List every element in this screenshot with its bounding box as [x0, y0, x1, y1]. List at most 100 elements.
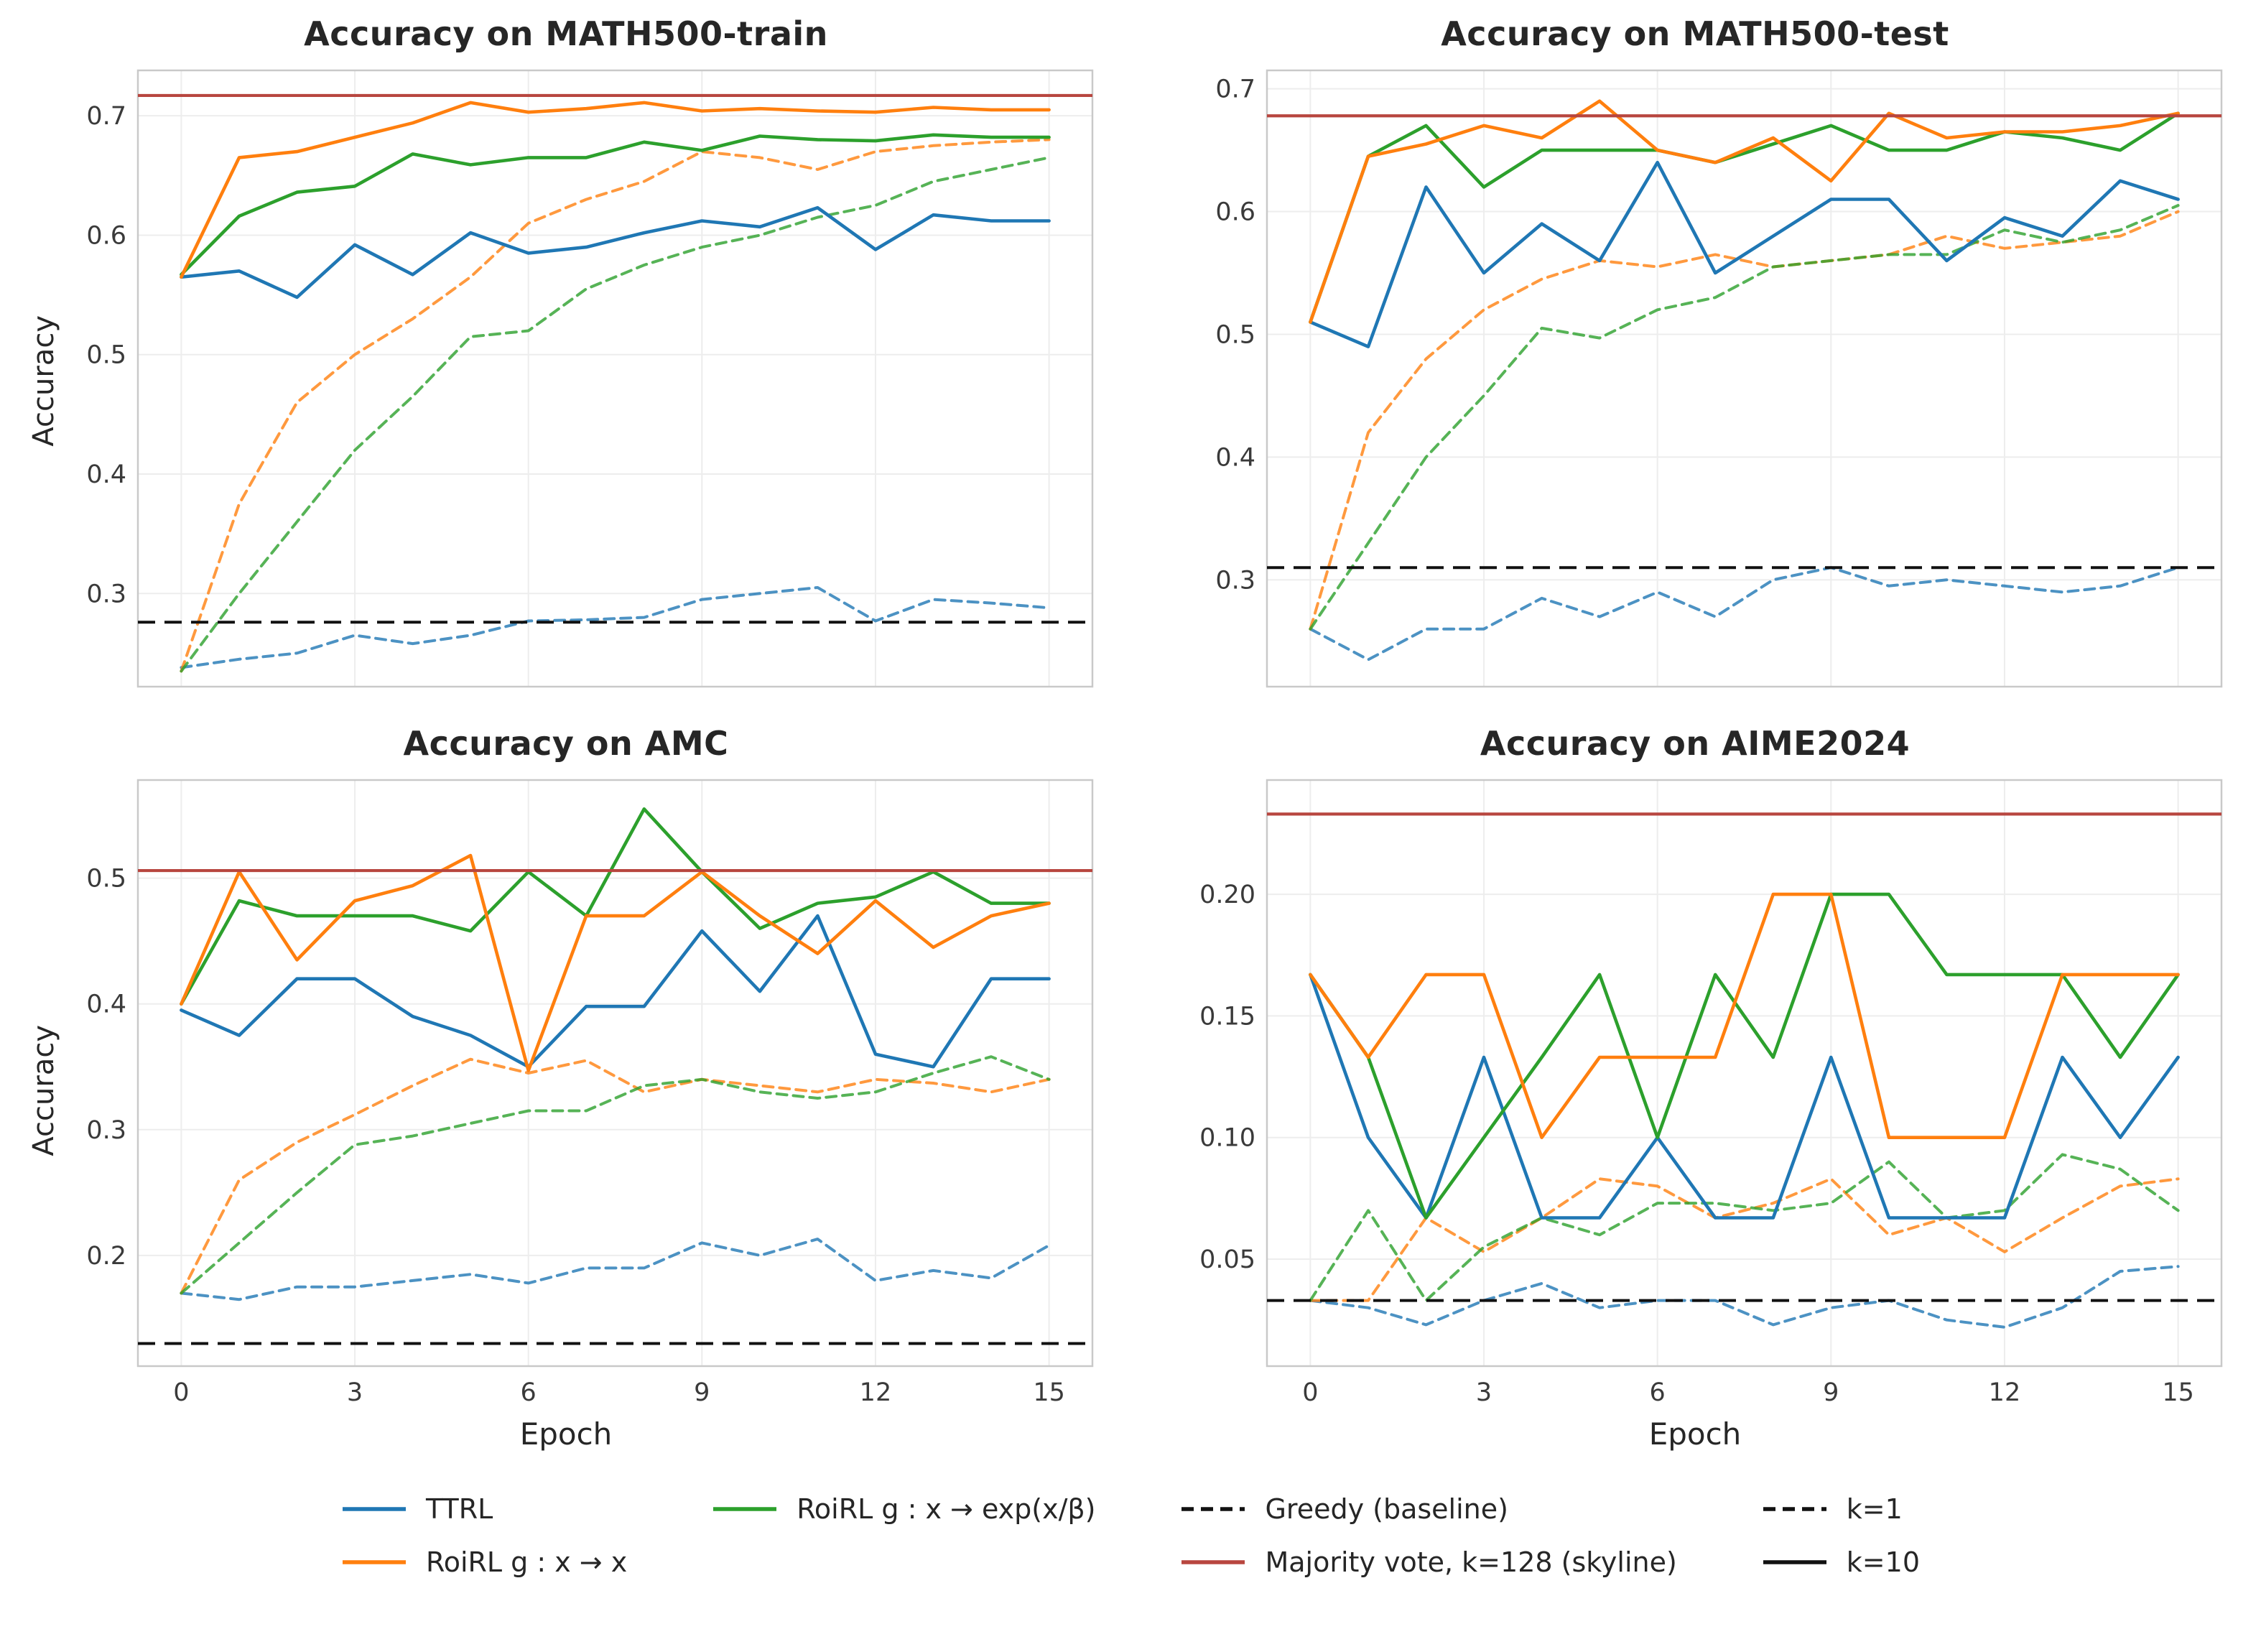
y-tick-label: 0.7 — [1215, 75, 1255, 104]
y-tick-label: 0.5 — [86, 341, 126, 370]
chart-title: Accuracy on MATH500-test — [1441, 14, 1949, 53]
chart-title: Accuracy on AIME2024 — [1480, 724, 1911, 763]
series-roirl-x-k10 — [179, 853, 1051, 1072]
series-ttrl-k10 — [1308, 160, 2180, 348]
series-roirl-exp-k10 — [1308, 892, 2180, 1220]
x-tick-label: 12 — [859, 1378, 891, 1407]
legend-label: Majority vote, k=128 (skyline) — [1265, 1546, 1677, 1578]
plot-area-aime2024: 0.05 0.10 0.15 0.20 0 3 6 9 12 15 — [1199, 779, 2222, 1407]
series-roirl-exp-k10 — [1308, 111, 2180, 324]
y-tick-label: 0.3 — [86, 580, 126, 608]
legend-swatch-line-icon — [1181, 1560, 1245, 1564]
legend-column: RoiRL g : x → exp(x/β) — [712, 1493, 1095, 1525]
legend-swatch-line-icon — [713, 1507, 777, 1511]
y-tick-label: 0.3 — [1215, 566, 1255, 595]
series-roirl-x-k1 — [1308, 1177, 2180, 1302]
x-tick-label: 12 — [1988, 1378, 2020, 1407]
legend-column: Greedy (baseline) Majority vote, k=128 (s… — [1180, 1493, 1677, 1578]
series-ttrl-k1 — [179, 586, 1051, 669]
legend-item: k=10 — [1762, 1546, 1920, 1578]
series-ttrl-k1 — [179, 1238, 1051, 1301]
legend-swatch-line-icon — [343, 1560, 406, 1564]
legend-item: Greedy (baseline) — [1180, 1493, 1676, 1525]
plot-area-math500-train: 0.3 0.4 0.5 0.6 0.7 — [86, 69, 1093, 688]
plot-row: Accuracy 0.3 0.4 0.5 0.6 0.7 — [24, 57, 1108, 704]
legend-label: RoiRL g : x → x — [426, 1546, 628, 1578]
y-tick-label: 0.5 — [1215, 320, 1255, 349]
series-ttrl-k1 — [1308, 1265, 2180, 1329]
legend-swatch-line-icon — [1181, 1507, 1245, 1511]
chart-aime2024: Accuracy on AIME2024 0.05 0.10 0.15 0.20 0 3 6… — [1146, 721, 2244, 1452]
x-tick-label: 0 — [173, 1378, 189, 1407]
chart-math500-train: Accuracy on MATH500-train Accuracy 0.3 0.… — [17, 11, 1115, 704]
legend-label: k=1 — [1846, 1493, 1903, 1525]
legend-label: TTRL — [426, 1493, 493, 1525]
legend-swatch-line-icon — [1763, 1507, 1826, 1511]
x-tick-label: 9 — [694, 1378, 710, 1407]
chart-title: Accuracy on AMC — [403, 724, 729, 763]
x-tick-label: 6 — [1649, 1378, 1665, 1407]
legend-column: TTRL RoiRL g : x → x — [341, 1493, 627, 1578]
plot-row: 0.3 0.4 0.5 0.6 0.7 — [1153, 57, 2237, 704]
y-tick-label: 0.5 — [86, 865, 126, 894]
series-roirl-x-k10 — [1308, 99, 2180, 324]
series-ttrl-k10 — [179, 205, 1051, 300]
legend-label: Greedy (baseline) — [1265, 1493, 1508, 1525]
y-tick-label: 0.6 — [86, 221, 126, 250]
y-axis-label: Accuracy — [27, 315, 60, 447]
x-axis-label: Epoch — [519, 1416, 613, 1452]
chart-amc: Accuracy on AMC Accuracy 0.2 0.3 0.4 0.5 0 3 6… — [17, 721, 1115, 1452]
plot-frame — [136, 69, 1093, 688]
series-roirl-exp-k1 — [179, 1055, 1051, 1295]
y-tick-label: 0.20 — [1199, 881, 1255, 909]
legend-item: RoiRL g : x → exp(x/β) — [712, 1493, 1095, 1525]
legend-label: RoiRL g : x → exp(x/β) — [797, 1493, 1096, 1525]
x-tick-label: 15 — [2162, 1378, 2194, 1407]
series-roirl-exp-k1 — [1308, 1153, 2180, 1302]
series-roirl-x-k1 — [179, 1057, 1051, 1295]
plot-frame — [1266, 69, 2222, 688]
legend-item: TTRL — [341, 1493, 627, 1525]
y-tick-label: 0.10 — [1199, 1124, 1255, 1153]
series-ttrl-k10 — [1308, 973, 2180, 1220]
series-roirl-exp-k1 — [1308, 204, 2180, 631]
legend-label: k=10 — [1846, 1546, 1920, 1578]
y-axis-label: Accuracy — [27, 1024, 60, 1156]
plot-frame — [136, 779, 1093, 1368]
y-tick-label: 0.4 — [86, 460, 126, 489]
plot-frame — [1266, 779, 2222, 1368]
x-tick-label: 3 — [1475, 1378, 1491, 1407]
x-tick-label: 6 — [520, 1378, 536, 1407]
plot-row: 0.05 0.10 0.15 0.20 0 3 6 9 12 15 — [1153, 767, 2237, 1414]
y-tick-label: 0.4 — [1215, 443, 1255, 472]
series-roirl-exp-k10 — [179, 133, 1051, 277]
legend-item: RoiRL g : x → x — [341, 1546, 627, 1578]
x-axis-label: Epoch — [1648, 1416, 1742, 1452]
legend-item: k=1 — [1762, 1493, 1920, 1525]
series-roirl-x-k10 — [179, 101, 1051, 279]
y-tick-label: 0.3 — [86, 1116, 126, 1145]
series-roirl-x-k10 — [1308, 892, 2180, 1140]
chart-title: Accuracy on MATH500-train — [304, 14, 828, 53]
chart-math500-test: Accuracy on MATH500-test 0.3 0.4 0.5 0.6 0.7 — [1146, 11, 2244, 704]
series-roirl-x-k1 — [179, 138, 1051, 673]
legend-swatch-line-icon — [343, 1507, 406, 1511]
plot-row: Accuracy 0.2 0.3 0.4 0.5 0 3 6 9 12 15 — [24, 767, 1108, 1414]
y-tick-label: 0.15 — [1199, 1002, 1255, 1031]
charts-grid: Accuracy on MATH500-train Accuracy 0.3 0.… — [17, 11, 2244, 1452]
series-roirl-exp-k1 — [179, 156, 1051, 673]
legend-item: Majority vote, k=128 (skyline) — [1180, 1546, 1677, 1578]
series-roirl-exp-k10 — [179, 807, 1051, 1006]
x-tick-label: 3 — [346, 1378, 362, 1407]
x-tick-label: 9 — [1823, 1378, 1839, 1407]
x-tick-label: 15 — [1033, 1378, 1065, 1407]
y-tick-label: 0.7 — [86, 102, 126, 131]
plot-area-amc: 0.2 0.3 0.4 0.5 0 3 6 9 12 15 — [86, 779, 1093, 1407]
series-ttrl-k1 — [1308, 566, 2180, 662]
y-tick-label: 0.4 — [86, 990, 126, 1019]
series-ttrl-k10 — [179, 914, 1051, 1069]
legend: TTRL RoiRL g : x → x RoiRL g : x → exp(x/β… — [17, 1493, 2244, 1578]
legend-swatch-line-icon — [1763, 1560, 1826, 1564]
legend-column: k=1 k=10 — [1762, 1493, 1920, 1578]
